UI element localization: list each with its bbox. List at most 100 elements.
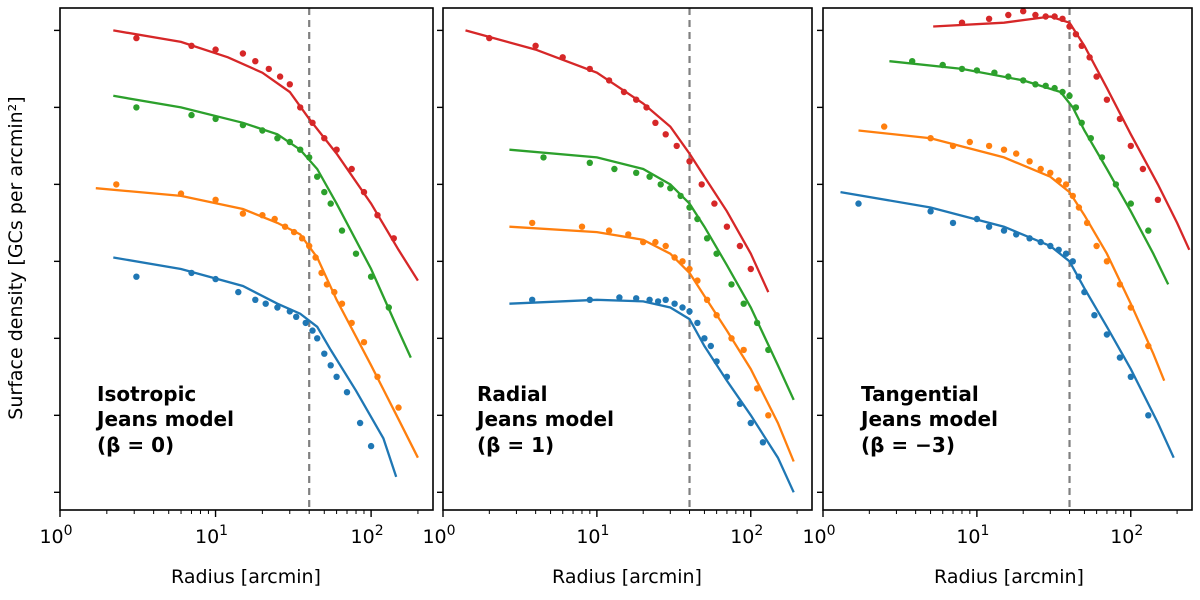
point-tangential-orange-3 bbox=[966, 138, 973, 146]
point-radial-orange-14 bbox=[740, 346, 747, 354]
point-tangential-green-16 bbox=[1112, 181, 1120, 188]
point-tangential-blue-1 bbox=[927, 208, 934, 215]
point-tangential-red-17 bbox=[1154, 196, 1162, 203]
point-tangential-blue-18 bbox=[1127, 373, 1135, 380]
point-radial-blue-0 bbox=[529, 296, 536, 303]
panel-tangential: 100 101 102 Radius [arcmin] Tangential Jea… bbox=[802, 7, 1193, 588]
point-tangential-green-10 bbox=[1059, 88, 1066, 96]
panel-radial-frame bbox=[442, 7, 813, 511]
point-isotropic-blue-1 bbox=[188, 269, 195, 277]
point-radial-blue-11 bbox=[701, 335, 708, 342]
point-isotropic-orange-12 bbox=[323, 281, 331, 288]
point-radial-blue-4 bbox=[646, 296, 653, 303]
point-tangential-green-1 bbox=[939, 61, 946, 69]
panel-tangential-marks bbox=[840, 8, 1191, 510]
point-isotropic-orange-0 bbox=[113, 181, 120, 188]
point-isotropic-blue-14 bbox=[333, 373, 340, 380]
point-isotropic-red-8 bbox=[297, 104, 304, 111]
point-tangential-orange-12 bbox=[1069, 192, 1077, 200]
point-tangential-red-1 bbox=[985, 15, 993, 22]
point-tangential-red-0 bbox=[958, 19, 966, 26]
x-tick-label-tangential-2: 102 bbox=[1110, 523, 1143, 548]
panel-tangential-frame bbox=[822, 7, 1193, 511]
point-isotropic-orange-18 bbox=[395, 404, 402, 411]
x-tick-label-isotropic-0: 100 bbox=[39, 523, 72, 548]
point-radial-orange-11 bbox=[703, 296, 711, 303]
curve-isotropic-green bbox=[113, 94, 412, 359]
point-radial-blue-17 bbox=[759, 439, 767, 446]
point-isotropic-green-11 bbox=[327, 200, 334, 207]
panel-radial-marks bbox=[465, 8, 795, 510]
point-tangential-red-16 bbox=[1139, 165, 1147, 173]
point-radial-red-2 bbox=[559, 54, 566, 61]
point-radial-orange-10 bbox=[694, 277, 701, 284]
point-radial-green-9 bbox=[694, 215, 701, 223]
point-tangential-orange-9 bbox=[1047, 169, 1054, 176]
point-radial-red-3 bbox=[586, 65, 593, 73]
point-isotropic-blue-9 bbox=[302, 319, 309, 327]
point-isotropic-blue-4 bbox=[252, 296, 259, 303]
point-radial-blue-2 bbox=[616, 294, 623, 301]
point-radial-blue-8 bbox=[679, 304, 686, 311]
point-radial-red-9 bbox=[662, 131, 669, 138]
point-radial-blue-1 bbox=[586, 296, 593, 303]
point-tangential-green-12 bbox=[1072, 104, 1080, 111]
point-isotropic-blue-17 bbox=[367, 442, 375, 450]
point-tangential-blue-12 bbox=[1069, 258, 1077, 265]
point-isotropic-green-7 bbox=[297, 146, 304, 153]
point-isotropic-orange-14 bbox=[338, 300, 346, 307]
point-isotropic-green-3 bbox=[239, 121, 247, 129]
point-tangential-orange-19 bbox=[1145, 342, 1152, 350]
point-isotropic-blue-15 bbox=[343, 389, 351, 396]
panel-radial-ticks: 100 101 102 bbox=[422, 29, 798, 548]
point-isotropic-red-1 bbox=[188, 42, 195, 49]
point-isotropic-blue-7 bbox=[286, 308, 293, 315]
point-tangential-blue-5 bbox=[1000, 227, 1008, 234]
panel-tangential-label-line1: Tangential bbox=[861, 382, 979, 406]
point-tangential-red-14 bbox=[1116, 115, 1124, 123]
point-tangential-green-14 bbox=[1087, 135, 1095, 142]
point-tangential-green-18 bbox=[1145, 227, 1152, 234]
point-tangential-green-15 bbox=[1098, 154, 1106, 161]
curve-radial-red bbox=[465, 29, 770, 293]
point-radial-red-10 bbox=[673, 142, 680, 150]
panel-isotropic: 100 101 102 Radius [arcmin] Isotropic Jean… bbox=[39, 7, 434, 588]
point-tangential-blue-2 bbox=[949, 219, 957, 227]
point-tangential-red-15 bbox=[1127, 142, 1135, 150]
point-isotropic-red-10 bbox=[321, 135, 328, 142]
point-isotropic-blue-13 bbox=[327, 362, 334, 369]
point-tangential-red-5 bbox=[1042, 13, 1049, 20]
point-radial-green-6 bbox=[667, 185, 674, 192]
point-radial-orange-3 bbox=[625, 231, 632, 238]
point-tangential-orange-0 bbox=[881, 123, 888, 130]
point-radial-blue-14 bbox=[723, 373, 731, 380]
point-radial-orange-12 bbox=[713, 312, 720, 319]
panel-isotropic-frame bbox=[59, 7, 434, 511]
point-radial-green-0 bbox=[540, 154, 547, 161]
curve-radial-green bbox=[509, 148, 795, 401]
point-tangential-blue-15 bbox=[1091, 312, 1098, 319]
point-radial-red-12 bbox=[698, 181, 705, 188]
point-radial-red-1 bbox=[532, 42, 539, 49]
point-isotropic-green-5 bbox=[274, 135, 281, 142]
point-radial-green-11 bbox=[713, 250, 720, 257]
point-tangential-orange-10 bbox=[1055, 177, 1062, 184]
point-isotropic-green-13 bbox=[352, 250, 360, 257]
point-tangential-blue-14 bbox=[1081, 288, 1088, 296]
point-tangential-orange-11 bbox=[1062, 181, 1070, 188]
point-tangential-green-4 bbox=[991, 69, 998, 76]
point-tangential-green-9 bbox=[1051, 84, 1058, 92]
point-tangential-red-7 bbox=[1059, 15, 1066, 22]
point-tangential-orange-5 bbox=[1000, 146, 1008, 153]
point-isotropic-blue-10 bbox=[309, 327, 316, 334]
point-tangential-green-11 bbox=[1066, 92, 1073, 100]
panel-radial-label-line3: (β = 1) bbox=[477, 433, 554, 457]
point-tangential-blue-0 bbox=[855, 200, 862, 207]
point-radial-red-8 bbox=[652, 119, 659, 127]
point-isotropic-blue-12 bbox=[321, 350, 328, 357]
point-isotropic-orange-15 bbox=[348, 319, 355, 327]
point-isotropic-blue-6 bbox=[274, 304, 281, 311]
point-radial-orange-5 bbox=[652, 238, 659, 246]
point-isotropic-green-8 bbox=[306, 154, 313, 161]
